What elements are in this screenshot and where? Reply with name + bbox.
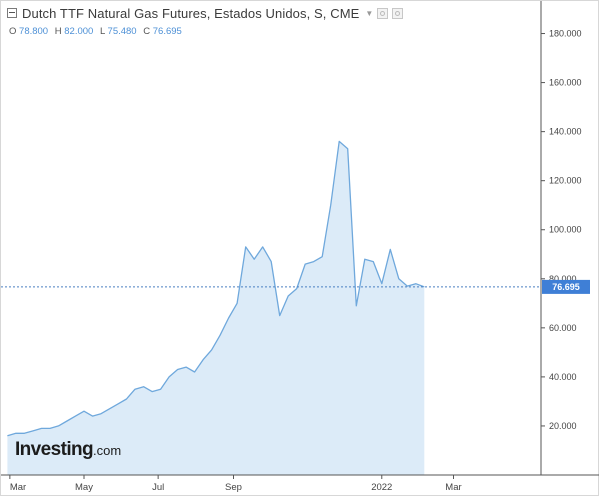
x-tick-label: May bbox=[75, 482, 93, 493]
y-tick-label: 180.000 bbox=[549, 29, 582, 39]
y-tick-label: 40.000 bbox=[549, 372, 577, 382]
y-tick-label: 160.000 bbox=[549, 78, 582, 88]
x-tick-label: 2022 bbox=[371, 482, 392, 493]
chart-title: Dutch TTF Natural Gas Futures, Estados U… bbox=[22, 5, 360, 21]
x-tick-label: Mar bbox=[10, 482, 26, 493]
high-value: 82.000 bbox=[64, 26, 94, 37]
refresh-icon[interactable] bbox=[392, 7, 404, 19]
y-tick-label: 20.000 bbox=[549, 421, 577, 431]
logo-suffix: .com bbox=[93, 443, 122, 458]
y-tick-label: 60.000 bbox=[549, 323, 577, 333]
y-tick-label: 140.000 bbox=[549, 127, 582, 137]
area-layer bbox=[7, 140, 425, 475]
current-price-badge bbox=[542, 279, 590, 294]
logo-text: Investing bbox=[15, 439, 94, 460]
current-price-label: 76.695 bbox=[552, 282, 580, 292]
y-tick-label: 120.000 bbox=[549, 176, 582, 186]
low-label: L bbox=[99, 26, 105, 37]
area-fill bbox=[7, 141, 425, 475]
dropdown-caret-icon[interactable]: ▼ bbox=[365, 8, 374, 18]
x-tick-label: Sep bbox=[225, 482, 242, 493]
settings-icon[interactable] bbox=[377, 7, 389, 19]
chart-header: Dutch TTF Natural Gas Futures, Estados U… bbox=[7, 5, 404, 21]
series-line bbox=[7, 140, 425, 437]
high-label: H bbox=[54, 26, 62, 37]
ohlc-readout: O 78.800 H 82.000 L 75.480 C 76.695 bbox=[9, 26, 186, 37]
open-value: 78.800 bbox=[19, 26, 49, 37]
close-label: C bbox=[143, 26, 151, 37]
low-value: 75.480 bbox=[107, 26, 137, 37]
y-tick-label: 100.000 bbox=[549, 225, 582, 235]
current-price-layer: 76.695 bbox=[1, 279, 590, 294]
close-value: 76.695 bbox=[152, 26, 182, 37]
investing-logo: Investing.com bbox=[15, 439, 121, 461]
collapse-icon[interactable] bbox=[7, 8, 17, 18]
y-tick-label: 80.000 bbox=[549, 274, 577, 284]
open-label: O bbox=[9, 26, 17, 37]
x-tick-label: Jul bbox=[152, 482, 164, 493]
x-tick-label: Mar bbox=[445, 482, 461, 493]
